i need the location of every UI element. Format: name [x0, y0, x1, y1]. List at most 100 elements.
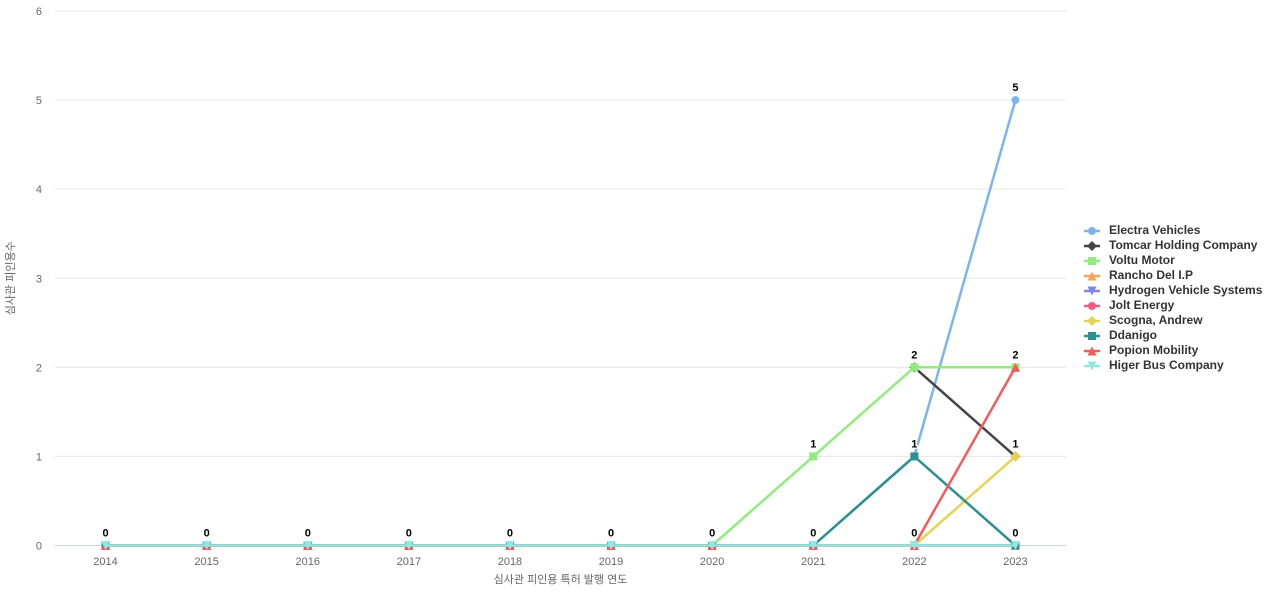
square-legend-icon [1084, 256, 1100, 265]
marker-electra-vehicles-2023[interactable] [1011, 96, 1020, 105]
triangle-down-legend-icon [1084, 361, 1100, 370]
legend-item-jolt-energy[interactable]: Jolt Energy [1084, 298, 1262, 313]
x-tick-label: 2020 [700, 556, 724, 568]
circle-legend-icon [1084, 226, 1100, 235]
data-labels: 0 0 0 0 0 0 0 0 1 5 2 1 1 2 0 0 [101, 81, 1020, 541]
legend-item-voltu-motor[interactable]: Voltu Motor [1084, 253, 1262, 268]
triangle-down-legend-icon [1084, 286, 1100, 295]
y-tick-label: 0 [36, 541, 42, 553]
legend-item-electra-vehicles[interactable]: Electra Vehicles [1084, 223, 1262, 238]
y-tick-label: 2 [36, 362, 42, 374]
series-ddanigo [101, 452, 1020, 550]
series-electra-vehicles [101, 96, 1020, 550]
legend: Electra Vehicles Tomcar Holding Company Vo… [1084, 223, 1262, 373]
data-label: 0 [102, 528, 108, 540]
data-label: 0 [608, 528, 614, 540]
data-label: 1 [911, 438, 917, 450]
triangle-legend-icon [1084, 271, 1100, 280]
legend-label: Ddanigo [1109, 328, 1157, 342]
legend-marker-higer-bus-company [1087, 361, 1097, 370]
legend-marker-ddanigo [1088, 331, 1096, 340]
series-scogna-andrew [100, 451, 1021, 551]
x-tick-label: 2019 [599, 556, 623, 568]
y-tick-label: 5 [36, 95, 42, 107]
x-tick-label: 2015 [194, 556, 218, 568]
legend-item-popion-mobility[interactable]: Popion Mobility [1084, 343, 1262, 358]
data-label: 5 [1012, 82, 1018, 94]
data-label: 2 [1012, 349, 1018, 361]
marker-voltu-motor-2022[interactable] [910, 363, 919, 372]
marker-higer-bus-company-2022[interactable] [909, 541, 919, 550]
x-tick-label: 2014 [93, 556, 117, 568]
data-label: 0 [911, 528, 917, 540]
marker-higer-bus-company-2020[interactable] [707, 541, 717, 550]
legend-item-scogna-andrew[interactable]: Scogna, Andrew [1084, 313, 1262, 328]
marker-higer-bus-company-2015[interactable] [202, 541, 212, 550]
marker-higer-bus-company-2018[interactable] [505, 541, 515, 550]
legend-marker-jolt-energy [1088, 301, 1096, 310]
data-label: 0 [406, 528, 412, 540]
y-axis-title: 심사관 피인용수 [4, 241, 17, 315]
marker-scogna-andrew-2023[interactable] [1010, 451, 1021, 462]
y-tick-label: 4 [36, 184, 42, 196]
data-label: 0 [204, 528, 210, 540]
series-line-scogna-andrew [104, 455, 1017, 547]
legend-label: Tomcar Holding Company [1109, 238, 1258, 252]
data-label: 2 [911, 349, 917, 361]
marker-higer-bus-company-2016[interactable] [303, 541, 313, 550]
marker-voltu-motor-2021[interactable] [809, 452, 818, 461]
legend-label: Higer Bus Company [1109, 358, 1224, 372]
circle-legend-icon [1084, 301, 1100, 310]
series-higer-bus-company [101, 541, 1020, 550]
square-legend-icon [1084, 331, 1100, 340]
data-label: 0 [810, 528, 816, 540]
legend-item-ddanigo[interactable]: Ddanigo [1084, 328, 1262, 343]
x-tick-label: 2016 [296, 556, 320, 568]
legend-label: Rancho Del I.P [1109, 268, 1194, 282]
y-tick-label: 3 [36, 273, 42, 285]
diamond-legend-icon [1084, 240, 1100, 251]
legend-label: Voltu Motor [1109, 253, 1175, 267]
series-line-tomcar-holding-company [913, 366, 1017, 458]
series-line-ddanigo [104, 455, 1017, 547]
triangle-legend-icon [1084, 346, 1100, 355]
legend-label: Electra Vehicles [1109, 223, 1201, 237]
legend-item-rancho-del-i-p[interactable]: Rancho Del I.P [1084, 268, 1262, 283]
legend-marker-rancho-del-i-p [1087, 271, 1097, 280]
legend-marker-voltu-motor [1088, 256, 1096, 265]
legend-item-tomcar-holding-company[interactable]: Tomcar Holding Company [1084, 238, 1262, 253]
x-tick-label: 2018 [498, 556, 522, 568]
legend-marker-scogna-andrew [1087, 315, 1097, 326]
legend-label: Hydrogen Vehicle Systems [1109, 283, 1263, 297]
data-label: 1 [1012, 438, 1018, 450]
series-line-electra-vehicles [104, 98, 1017, 547]
marker-higer-bus-company-2014[interactable] [101, 541, 111, 550]
legend-marker-electra-vehicles [1088, 226, 1096, 235]
marker-higer-bus-company-2021[interactable] [808, 541, 818, 550]
y-tick-label: 6 [36, 6, 42, 18]
marker-higer-bus-company-2019[interactable] [606, 541, 616, 550]
diamond-legend-icon [1084, 315, 1100, 326]
marker-higer-bus-company-2023[interactable] [1010, 541, 1020, 550]
x-axis-title: 심사관 피인용 특허 발행 연도 [494, 573, 628, 586]
legend-item-higer-bus-company[interactable]: Higer Bus Company [1084, 358, 1262, 373]
marker-higer-bus-company-2017[interactable] [404, 541, 414, 550]
legend-item-hydrogen-vehicle-systems[interactable]: Hydrogen Vehicle Systems [1084, 283, 1262, 298]
legend-label: Popion Mobility [1109, 343, 1199, 357]
legend-marker-popion-mobility [1087, 346, 1097, 355]
data-label: 0 [507, 528, 513, 540]
data-label: 0 [1012, 528, 1018, 540]
marker-popion-mobility-2023[interactable] [1010, 362, 1020, 372]
legend-marker-hydrogen-vehicle-systems [1087, 286, 1097, 295]
y-tick-label: 1 [36, 451, 42, 463]
legend-label: Jolt Energy [1109, 298, 1175, 312]
legend-label: Scogna, Andrew [1109, 313, 1203, 327]
data-label: 1 [810, 438, 816, 450]
data-label: 0 [305, 528, 311, 540]
x-tick-label: 2021 [801, 556, 825, 568]
marker-ddanigo-2022[interactable] [910, 452, 919, 461]
legend-marker-tomcar-holding-company [1087, 240, 1097, 251]
x-tick-label: 2017 [397, 556, 421, 568]
